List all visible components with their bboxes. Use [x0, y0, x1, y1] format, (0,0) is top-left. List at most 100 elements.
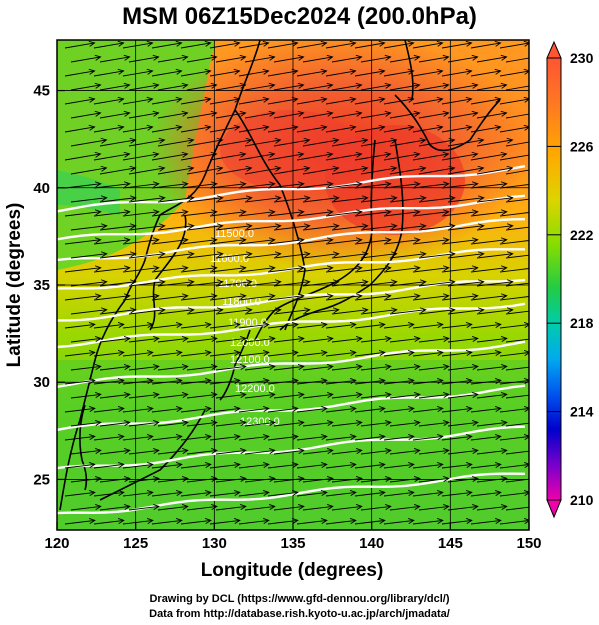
wind-arrow [70, 307, 108, 315]
wind-arrow [157, 251, 195, 259]
wind-arrow [296, 151, 334, 161]
wind-arrow [122, 265, 160, 273]
wind-arrow [157, 420, 189, 427]
wind-arrow [238, 350, 270, 357]
wind-arrow [215, 165, 253, 175]
wind-arrow [128, 110, 160, 119]
wind-arrow [93, 40, 125, 49]
wind-arrow [128, 137, 166, 147]
wind-arrow [447, 336, 479, 343]
wind-arrow [412, 378, 444, 385]
wind-arrow [441, 151, 479, 161]
wind-arrow [354, 350, 386, 357]
contour-label: 12100.0 [230, 354, 270, 366]
wind-arrow [441, 462, 473, 469]
wind-arrow [209, 124, 241, 133]
x-tick-label: 140 [359, 535, 384, 552]
wind-arrow [418, 392, 450, 399]
wind-arrow [93, 293, 131, 301]
x-axis: 120 125 130 135 140 145 150 [44, 522, 542, 552]
wind-arrow [499, 154, 529, 161]
wind-arrow [331, 448, 363, 455]
wind-arrow [93, 96, 125, 105]
wind-arrow [389, 364, 421, 371]
wind-arrow [354, 462, 386, 469]
wind-arrow [441, 406, 473, 413]
wind-arrow [447, 165, 485, 175]
wind-arrow [186, 223, 224, 231]
wind-arrow [331, 476, 363, 483]
wind-arrow [70, 476, 102, 483]
wind-arrow [476, 364, 508, 371]
wind-arrow [157, 137, 195, 147]
wind-arrow [383, 518, 415, 525]
wind-arrow [157, 54, 189, 63]
wind-arrow [186, 307, 224, 315]
wind-arrow [273, 336, 305, 343]
wind-arrow [447, 307, 485, 315]
colorbar-tick-label: 210 [570, 492, 594, 508]
wind-arrow [151, 124, 183, 133]
wind-arrow [331, 279, 369, 287]
wind-arrow [389, 420, 421, 427]
wind-arrow [302, 504, 334, 511]
wind-arrow [238, 40, 270, 49]
wind-arrow [302, 223, 340, 231]
wind-arrow [354, 96, 386, 105]
wind-arrow [128, 476, 160, 483]
wind-arrow [325, 209, 363, 217]
wind-arrow [383, 406, 415, 413]
wind-arrow [122, 406, 154, 413]
wind-arrow [151, 378, 183, 385]
colorbar-tick-label: 218 [570, 315, 594, 331]
wind-arrow [325, 462, 357, 469]
wind-arrow [180, 378, 212, 385]
wind-arrow [128, 336, 160, 343]
wind-arrow [209, 151, 247, 161]
wind-arrow [389, 110, 421, 119]
wind-arrow [296, 237, 334, 245]
wind-arrow [151, 68, 183, 77]
colorbar-bottom-arrow [546, 499, 562, 519]
wind-arrow [122, 462, 154, 469]
wind-arrow [412, 490, 444, 497]
wind-arrow [122, 350, 154, 357]
credit-drawing: Drawing by DCL (https://www.gfd-dennou.o… [149, 593, 450, 605]
wind-arrow [331, 110, 363, 119]
wind-arrow [238, 151, 276, 161]
x-tick-label: 145 [438, 535, 463, 552]
y-tick-label: 30 [33, 374, 50, 391]
wind-arrow [99, 165, 137, 175]
wind-arrow [93, 68, 125, 77]
wind-arrow [273, 448, 305, 455]
wind-arrow [447, 476, 479, 483]
wind-arrow [209, 322, 241, 329]
wind-arrow [70, 392, 102, 399]
colorbar-tick-label: 222 [570, 227, 594, 243]
wind-arrow [244, 82, 276, 91]
wind-arrow [383, 322, 415, 329]
wind-arrow [360, 279, 398, 287]
wind-arrow [389, 54, 421, 63]
wind-arrow [238, 490, 270, 497]
wind-arrow [151, 350, 183, 357]
wind-arrow [151, 96, 183, 105]
wind-arrow [93, 322, 125, 329]
wind-arrow [267, 350, 299, 357]
wind-arrow [360, 364, 392, 371]
wind-arrow [470, 490, 502, 497]
wind-arrow [412, 322, 444, 329]
wind-arrow [244, 504, 276, 511]
wind-arrow [470, 434, 502, 441]
wind-arrow [331, 223, 369, 231]
wind-arrow [180, 209, 218, 217]
wind-arrow [215, 504, 247, 511]
wind-arrow [209, 518, 241, 525]
wind-arrow [151, 322, 183, 329]
wind-arrow [70, 279, 108, 287]
height-contour [57, 340, 526, 388]
wind-arrow [441, 378, 473, 385]
wind-arrow [128, 223, 166, 231]
wind-arrow [389, 165, 427, 175]
wind-arrow [418, 279, 456, 287]
